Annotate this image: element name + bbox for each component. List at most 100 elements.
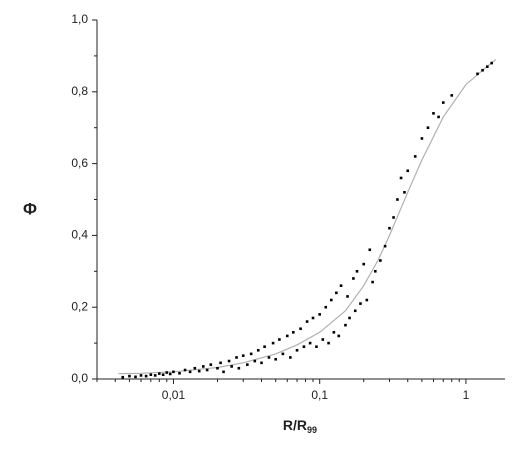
y-tick-label: 0,2 xyxy=(71,299,88,313)
y-tick-label: 0,0 xyxy=(71,371,88,385)
data-point xyxy=(144,374,148,378)
data-point xyxy=(348,316,351,320)
data-point xyxy=(274,357,277,361)
data-point xyxy=(295,348,299,352)
data-point xyxy=(337,334,341,338)
data-point xyxy=(253,359,257,363)
y-tick-label: 1,0 xyxy=(71,12,88,26)
data-point xyxy=(355,270,359,273)
data-point xyxy=(219,361,222,365)
data-point xyxy=(128,374,131,378)
data-point xyxy=(183,368,187,372)
data-point xyxy=(362,262,366,266)
data-point xyxy=(315,345,318,348)
data-point xyxy=(383,244,387,248)
data-point xyxy=(149,373,153,376)
data-point xyxy=(205,368,209,372)
x-axis-label-subscript: 99 xyxy=(307,425,317,435)
data-point xyxy=(379,259,382,262)
data-point xyxy=(352,277,355,280)
data-point xyxy=(267,356,271,359)
fit-curve xyxy=(118,59,497,375)
data-point xyxy=(249,352,253,356)
data-point xyxy=(172,370,175,374)
data-point xyxy=(292,331,295,334)
data-point xyxy=(413,155,417,158)
y-tick-label: 0,4 xyxy=(71,228,88,242)
data-point xyxy=(432,112,435,115)
x-axis-label: R/R99 xyxy=(283,417,317,436)
data-point xyxy=(165,371,169,374)
data-point xyxy=(406,169,410,173)
data-point xyxy=(365,298,369,302)
data-point xyxy=(371,280,374,284)
data-point xyxy=(339,284,343,287)
data-point xyxy=(285,334,289,338)
data-point xyxy=(359,302,362,305)
data-point xyxy=(193,366,197,370)
x-tick-label: 0,1 xyxy=(311,388,328,402)
data-point xyxy=(437,115,440,119)
data-point xyxy=(216,366,219,370)
data-point xyxy=(197,369,201,373)
x-tick-label: 0,01 xyxy=(162,388,186,402)
data-point xyxy=(476,72,479,76)
data-point xyxy=(178,371,181,375)
data-point xyxy=(450,94,454,97)
x-axis-label-text: R/R xyxy=(283,417,307,433)
data-point xyxy=(153,374,157,377)
x-tick-label: 1 xyxy=(463,388,470,402)
data-point xyxy=(388,226,391,230)
data-point xyxy=(490,61,493,65)
data-point xyxy=(373,270,377,273)
data-point xyxy=(157,372,161,375)
data-point xyxy=(321,338,325,341)
data-point xyxy=(256,348,260,352)
data-point xyxy=(260,361,263,365)
data-point xyxy=(327,341,330,345)
data-point xyxy=(346,295,349,298)
data-point xyxy=(281,352,285,356)
data-point xyxy=(202,365,205,368)
data-point xyxy=(426,126,430,129)
data-point xyxy=(299,327,302,331)
data-point xyxy=(441,101,445,104)
data-point xyxy=(134,375,137,379)
data-point xyxy=(344,323,347,327)
data-point xyxy=(230,365,233,368)
data-point xyxy=(235,356,238,359)
data-point xyxy=(399,176,403,180)
data-point xyxy=(403,191,406,194)
y-tick-label: 0,8 xyxy=(71,84,88,98)
data-point xyxy=(241,354,245,357)
data-point xyxy=(246,363,249,366)
data-point xyxy=(481,68,484,72)
data-point xyxy=(271,341,275,345)
data-point xyxy=(278,338,281,341)
data-point xyxy=(227,359,231,363)
data-point xyxy=(329,298,333,302)
y-tick-label: 0,6 xyxy=(71,156,88,170)
data-point xyxy=(420,137,424,140)
data-point xyxy=(353,309,357,313)
data-point xyxy=(368,248,372,252)
data-point xyxy=(485,65,489,68)
data-point xyxy=(308,341,312,345)
data-point xyxy=(161,373,165,376)
data-point xyxy=(305,320,309,323)
data-point xyxy=(168,372,172,376)
y-axis-label: Φ xyxy=(23,199,37,218)
data-point xyxy=(324,305,328,309)
data-point xyxy=(332,331,336,334)
data-point xyxy=(188,370,192,374)
data-point xyxy=(222,370,225,374)
data-point xyxy=(121,375,125,379)
data-point xyxy=(237,366,241,370)
data-point xyxy=(396,198,399,201)
data-point xyxy=(139,374,143,377)
data-point xyxy=(392,216,395,219)
data-point xyxy=(311,316,315,320)
data-point xyxy=(209,363,213,366)
